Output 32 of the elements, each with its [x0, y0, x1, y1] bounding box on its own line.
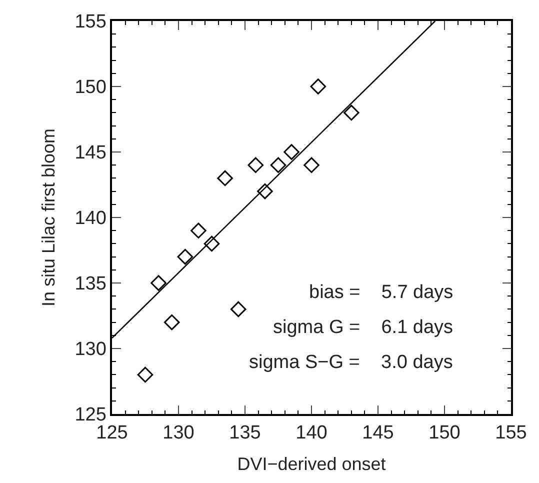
- annotation: sigma S−G = 3.0 days: [249, 352, 453, 373]
- x-tick-label: 155: [495, 422, 527, 444]
- x-axis-title: DVI−derived onset: [237, 454, 386, 474]
- point: [230, 301, 246, 318]
- point: [137, 366, 154, 383]
- annotation: bias = 5.7 days: [309, 282, 454, 303]
- point: [344, 104, 360, 121]
- x-tick-label: 150: [428, 422, 460, 444]
- point: [310, 78, 326, 94]
- y-tick-label: 155: [74, 12, 106, 33]
- x-tick-label: 130: [162, 422, 194, 444]
- y-tick-label: 140: [74, 208, 106, 230]
- y-tick-label: 145: [74, 142, 106, 164]
- y-axis-title: In situ Lilac first bloom: [38, 128, 58, 307]
- point: [164, 314, 180, 330]
- y-tick-label: 150: [74, 77, 106, 98]
- y-tick-label: 135: [74, 274, 106, 295]
- point: [150, 275, 166, 291]
- point: [257, 183, 273, 200]
- point: [217, 170, 233, 186]
- point: [304, 157, 320, 173]
- x-tick-label: 145: [362, 422, 394, 444]
- point: [284, 144, 300, 160]
- point: [204, 236, 220, 252]
- y-tick-label: 130: [74, 339, 106, 360]
- point: [248, 157, 264, 173]
- x-tick-label: 135: [229, 422, 261, 444]
- point: [177, 248, 194, 265]
- point: [190, 222, 206, 238]
- x-tick-label: 140: [296, 422, 328, 444]
- annotation: sigma G = 6.1 days: [273, 317, 454, 338]
- point: [270, 157, 286, 173]
